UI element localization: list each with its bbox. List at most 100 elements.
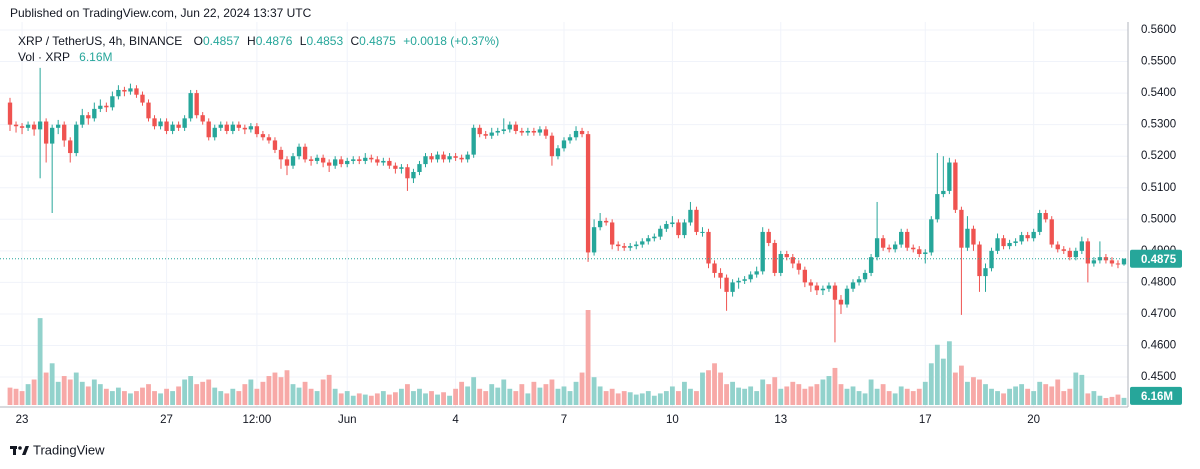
candle-body [838, 299, 844, 305]
volume-bar [212, 387, 218, 405]
volume-bar [1091, 391, 1097, 405]
volume-bar [85, 386, 91, 405]
candle-body [802, 269, 808, 283]
volume-bar [814, 384, 820, 405]
candle-body [567, 137, 573, 141]
volume-bar [856, 391, 862, 405]
volume-bar [639, 393, 645, 405]
volume-bar [49, 363, 55, 405]
volume-bar [13, 388, 19, 405]
volume-bar [507, 388, 513, 405]
candle-body [886, 247, 892, 250]
candle-body [543, 129, 549, 136]
volume-bar [718, 372, 723, 405]
candle-body [796, 263, 801, 270]
volume-bar [772, 377, 778, 405]
candle-body [712, 263, 717, 273]
volume-bar [615, 393, 621, 405]
volume-bar [832, 367, 838, 405]
volume-bar [959, 365, 964, 405]
axes: 0.45000.46000.47000.48000.49000.50000.51… [16, 24, 1182, 426]
candle-body [736, 280, 741, 283]
candle-body [513, 124, 518, 131]
volume-bar [266, 376, 272, 405]
candle-body [399, 167, 404, 169]
volume-bar [115, 387, 121, 405]
candle-body [905, 231, 910, 248]
candle-body [152, 118, 157, 127]
volume-bar [730, 381, 735, 405]
volume-bar [1043, 384, 1049, 405]
candle-body [1043, 212, 1048, 220]
volume-bar [43, 372, 49, 405]
volume-bar [675, 391, 681, 405]
candle-body [616, 244, 621, 247]
candle-body [465, 154, 470, 160]
candle-body [37, 121, 43, 130]
change: +0.0018 (+0.37%) [403, 34, 499, 48]
brand-logo [10, 446, 29, 455]
candle-body [634, 244, 639, 247]
volume-bar [892, 393, 898, 405]
candle-body [983, 268, 988, 277]
candle-body [959, 209, 964, 248]
volume-bar [31, 379, 37, 405]
candle-body [724, 277, 729, 292]
volume-bar [1097, 395, 1103, 405]
candle-body [772, 242, 777, 273]
candle-body [664, 224, 669, 229]
x-tick-label: 17 [919, 414, 932, 426]
volume-bar [928, 363, 934, 405]
x-tick-label: 12:00 [243, 414, 272, 426]
ohlc-prefix: O [194, 34, 203, 48]
volume-bar [326, 374, 332, 405]
volume-bar [1115, 394, 1121, 405]
volume-bar [808, 386, 814, 405]
candle-body [646, 238, 651, 242]
candle-body [688, 209, 693, 223]
ohlc-prefix: L [300, 34, 307, 48]
volume-bar [483, 391, 489, 405]
volume-bar [254, 388, 260, 405]
volume-bar [236, 391, 242, 405]
candle-body [381, 160, 386, 163]
candle-body [1079, 241, 1085, 251]
candle-body [640, 241, 645, 245]
x-tick-label: 27 [160, 414, 173, 426]
volume-bar [1073, 372, 1079, 405]
volume-bar [362, 394, 368, 405]
candle-body [977, 244, 982, 277]
volume-bar [146, 384, 151, 405]
volume-bar [977, 379, 982, 405]
x-tick-label: 4 [452, 414, 459, 426]
volume-bar [519, 384, 525, 405]
candle-body [80, 115, 85, 125]
candle-body [351, 159, 356, 161]
candle-body [519, 130, 525, 133]
volume-bar [802, 388, 808, 405]
volume-bar [182, 379, 188, 405]
volume-bar [645, 391, 651, 405]
volume-bar [459, 381, 465, 405]
candle-body [591, 227, 597, 253]
candle-body [585, 134, 591, 253]
candle-body [784, 254, 789, 258]
volume-bar [477, 388, 483, 405]
candle-body [489, 132, 494, 136]
candle-body [603, 220, 609, 223]
candle-body [971, 228, 976, 245]
candle-body [290, 156, 296, 166]
candle-body [200, 115, 205, 122]
candle-body [953, 162, 958, 210]
volume-bar [850, 386, 856, 405]
volume-bar [700, 372, 705, 405]
candle-body [862, 272, 868, 280]
volume-bar [1055, 379, 1061, 405]
candle-body [1085, 241, 1091, 264]
candle-body [477, 127, 482, 135]
candle-body [531, 130, 537, 133]
candle-body [278, 149, 284, 160]
volume-bar [983, 384, 988, 405]
candle-body [874, 238, 880, 258]
volume-bar [224, 393, 230, 405]
